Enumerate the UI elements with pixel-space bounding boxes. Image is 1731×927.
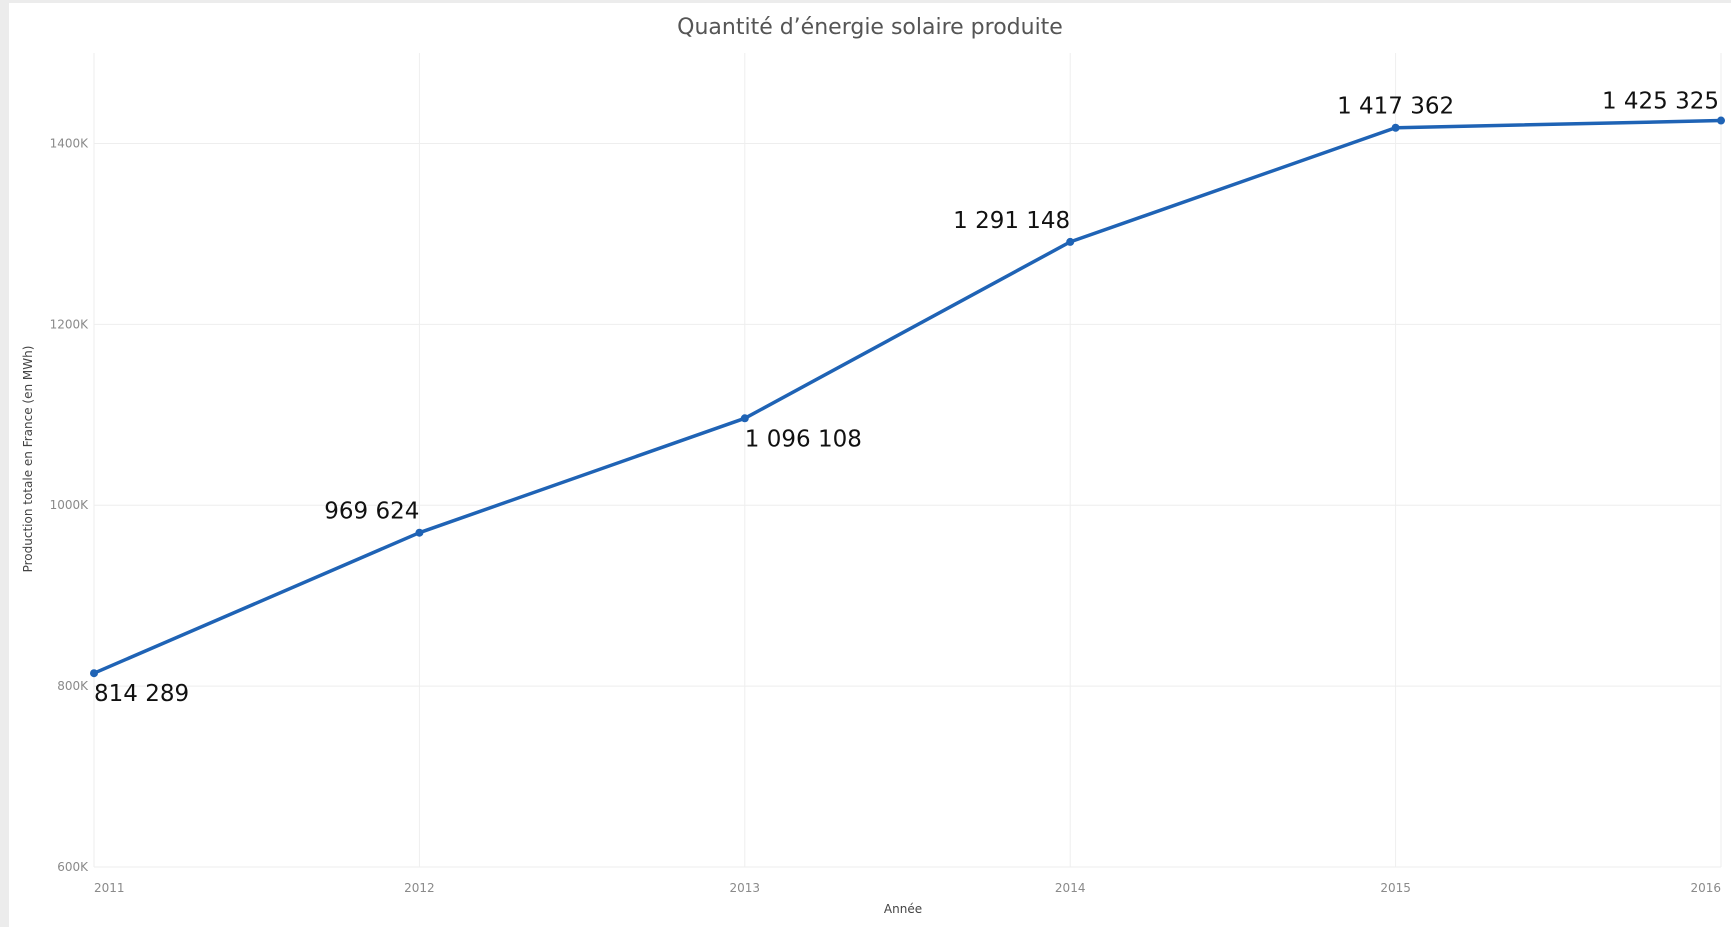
data-label: 1 291 148: [953, 208, 1070, 234]
x-tick-label: 2016: [1690, 881, 1721, 895]
y-tick-label: 800K: [57, 679, 89, 693]
series: 814 289 969 624 1 096 108 1 291 148 1 417 36…: [90, 89, 1725, 707]
y-axis-title: Production totale en France (en MWh): [21, 346, 35, 573]
data-point[interactable]: [1391, 123, 1400, 132]
data-point[interactable]: [415, 528, 424, 537]
chart-title: Quantité d’énergie solaire produite: [677, 15, 1063, 40]
y-axis: 600K 800K 1000K 1200K 1400K: [50, 136, 90, 874]
data-point[interactable]: [1066, 237, 1075, 246]
line-chart: 600K 800K 1000K 1200K 1400K 2011 2012 2013 2014…: [21, 53, 1725, 916]
y-tick-label: 1200K: [50, 317, 90, 331]
data-label: 1 417 362: [1337, 94, 1454, 120]
y-tick-label: 1400K: [50, 136, 90, 150]
y-tick-label: 600K: [57, 860, 89, 874]
data-point[interactable]: [740, 414, 749, 423]
chart-frame: Quantité d’énergie solaire produite 600K…: [9, 3, 1731, 927]
data-label: 969 624: [324, 499, 419, 525]
data-label: 1 425 325: [1602, 89, 1719, 115]
x-tick-label: 2015: [1380, 881, 1411, 895]
x-axis-title: Année: [884, 902, 922, 916]
data-point[interactable]: [1717, 116, 1725, 125]
grid: [93, 53, 1722, 868]
data-label: 814 289: [94, 681, 189, 707]
x-axis: 2011 2012 2013 2014 2015 2016: [94, 881, 1721, 895]
y-tick-label: 1000K: [50, 498, 90, 512]
data-point[interactable]: [90, 669, 98, 678]
data-label: 1 096 108: [745, 426, 862, 452]
x-tick-label: 2012: [404, 881, 435, 895]
x-tick-label: 2014: [1055, 881, 1086, 895]
x-tick-label: 2013: [730, 881, 761, 895]
x-tick-label: 2011: [94, 881, 125, 895]
series-line: [92, 118, 1723, 675]
